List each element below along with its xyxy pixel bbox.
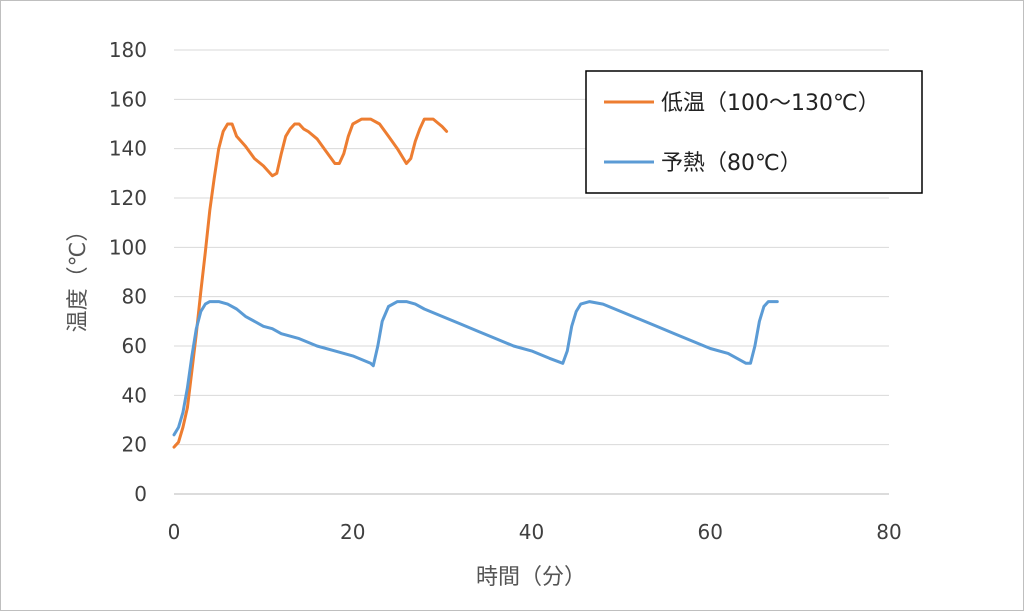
x-tick-label: 60: [698, 520, 723, 544]
y-tick-label: 40: [122, 383, 147, 407]
series-lines: [172, 117, 779, 449]
y-tick-label: 180: [109, 38, 147, 62]
y-tick-label: 140: [109, 137, 147, 161]
grid-lines: [174, 49, 889, 446]
legend: 低温（100〜130℃） 予熱（80℃）: [585, 70, 923, 194]
x-axis-title: 時間（分）: [476, 565, 586, 590]
legend-box: [585, 70, 923, 194]
y-axis-ticks: 0 20 40 60 80 100 120 140 160 180: [109, 38, 147, 506]
x-tick-label: 40: [519, 520, 544, 544]
x-tick-label: 0: [168, 520, 181, 544]
y-tick-label: 60: [122, 334, 147, 358]
y-tick-label: 120: [109, 186, 147, 210]
y-tick-label: 20: [122, 433, 147, 457]
series-line-low-temp: [172, 117, 449, 449]
series-line-preheat: [172, 300, 779, 437]
x-tick-label: 80: [876, 520, 901, 544]
x-axis-ticks: 0 20 40 60 80: [168, 520, 902, 544]
y-tick-label: 80: [122, 285, 147, 309]
y-tick-label: 100: [109, 235, 147, 259]
legend-label-low-temp: 低温（100〜130℃）: [661, 91, 880, 116]
y-tick-label: 0: [134, 482, 147, 506]
y-tick-label: 160: [109, 87, 147, 111]
y-axis-title: 温度（℃）: [66, 220, 91, 333]
legend-label-preheat: 予熱（80℃）: [661, 151, 802, 176]
x-tick-label: 20: [340, 520, 365, 544]
